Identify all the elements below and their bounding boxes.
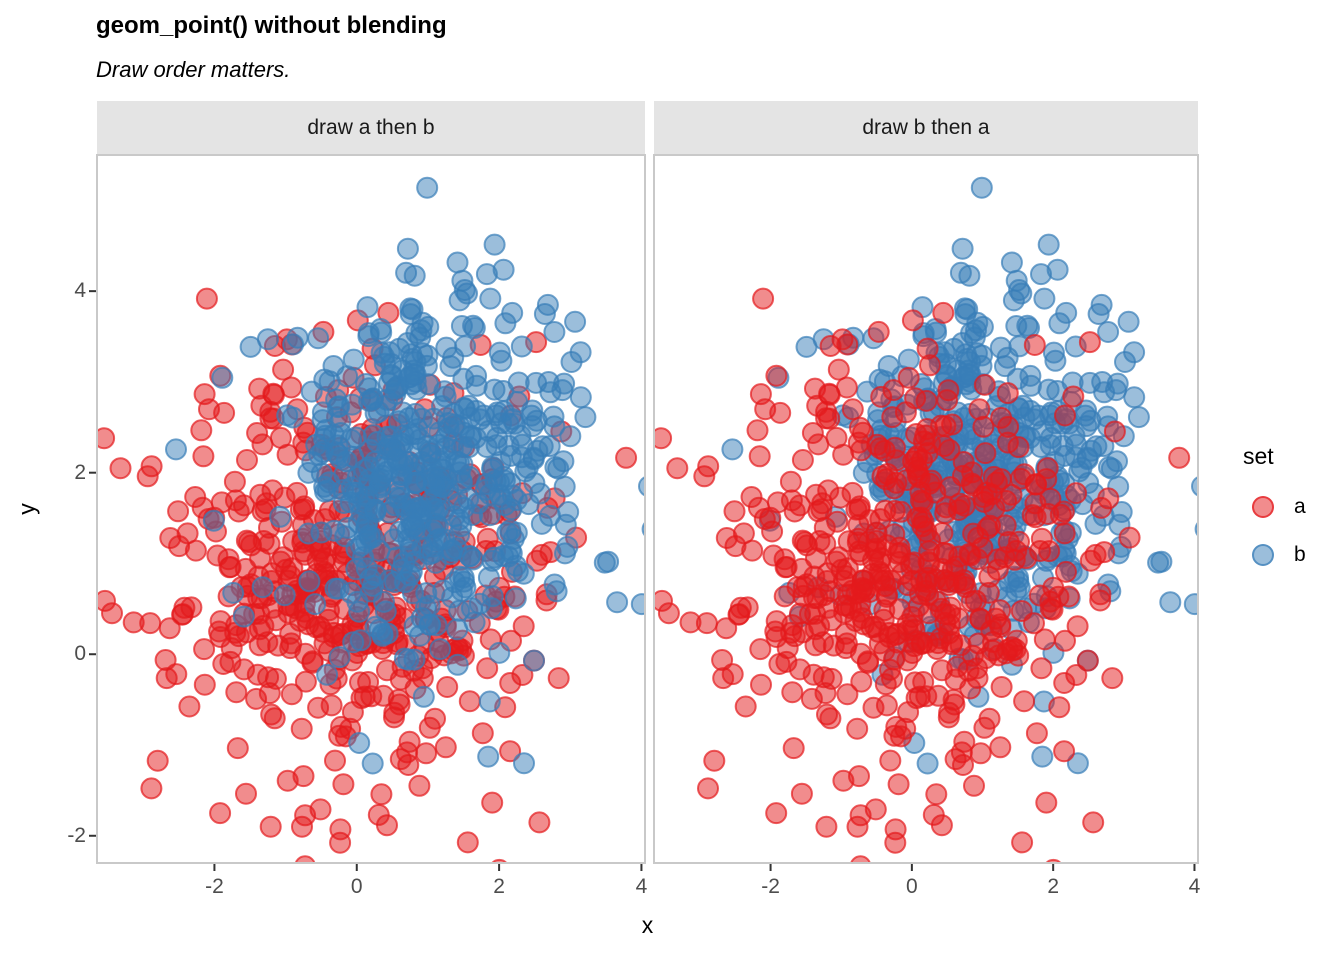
x-tick-label: 0: [906, 875, 918, 898]
facet-panel-points-a-then-b: [97, 176, 645, 863]
facet-strip-label: draw b then a: [862, 116, 990, 139]
facet-strip-draw-b-then-a: draw b then a: [654, 101, 1198, 155]
legend-label-b: b: [1294, 543, 1306, 566]
x-axis-title: x: [641, 912, 654, 938]
x-tick-label: 2: [493, 875, 505, 898]
x-tick-label: 4: [635, 875, 648, 898]
x-tick-label: 0: [350, 875, 363, 898]
y-axis-title: y: [13, 503, 40, 515]
facet-strip-draw-a-then-b: draw a then b: [97, 101, 645, 155]
y-tick-label: 2: [74, 460, 86, 484]
facet-strip-label: draw a then b: [307, 116, 435, 139]
plot-title: geom_point() without blending: [96, 12, 447, 39]
panel-border: [653, 154, 1199, 864]
legend-key-a: [1252, 496, 1274, 518]
panel-border: [96, 154, 646, 864]
facet-panel-points-b-then-a: [654, 176, 1198, 863]
legend-label-a: a: [1294, 495, 1306, 518]
x-tick-label: 4: [1188, 875, 1201, 898]
y-tick-label: 4: [74, 279, 86, 303]
x-tick-label: -2: [205, 875, 224, 898]
x-tick-label: 2: [1047, 875, 1059, 898]
y-tick-label: -2: [67, 823, 86, 847]
plot-subtitle: Draw order matters.: [96, 57, 291, 82]
legend-title: set: [1243, 443, 1274, 469]
x-tick-label: -2: [761, 875, 780, 898]
legend-key-b: [1252, 544, 1274, 566]
y-tick-label: 0: [74, 642, 86, 666]
